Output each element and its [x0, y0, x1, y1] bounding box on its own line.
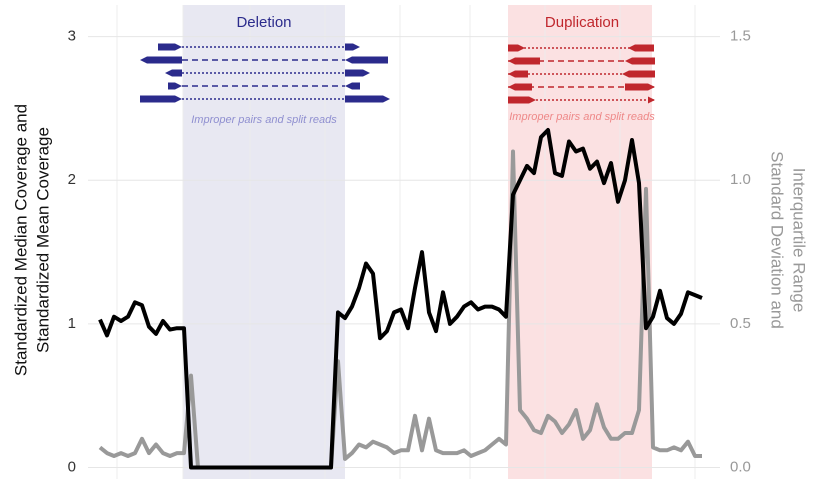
y2-tick-label: 1.0: [730, 171, 751, 188]
y2-axis-label: Standard Deviation and: [768, 151, 787, 329]
annotation: Duplication: [545, 14, 619, 31]
read-arrow: [345, 95, 390, 103]
y2-tick-label: 1.5: [730, 28, 751, 45]
read-arrow: [345, 56, 388, 64]
read-arrow: [625, 57, 655, 65]
y-tick-label: 3: [68, 28, 76, 45]
annotation: Improper pairs and split reads: [191, 114, 337, 126]
y-axis-label: Standardized Mean Coverage: [33, 127, 52, 353]
read-arrow: [345, 69, 370, 77]
annotation: Improper pairs and split reads: [509, 111, 655, 123]
y-axis-label: Standardized Median Coverage and: [11, 104, 30, 376]
read-arrow: [158, 43, 182, 51]
read-arrow: [140, 95, 182, 103]
y-tick-label: 0: [68, 458, 76, 475]
read-arrow: [628, 44, 654, 52]
y-tick-label: 1: [68, 315, 76, 332]
read-arrow: [622, 70, 655, 78]
read-arrow: [140, 56, 182, 64]
read-arrow: [345, 43, 360, 51]
annotation: Deletion: [236, 14, 291, 31]
read-arrow: [625, 83, 655, 91]
read-arrow: [345, 82, 360, 90]
read-arrow: [508, 83, 532, 91]
y-tick-label: 2: [68, 171, 76, 188]
deletion-region: [183, 5, 345, 479]
read-arrow: [165, 69, 182, 77]
read-arrow: [508, 96, 536, 104]
read-arrow: [168, 82, 182, 90]
y2-tick-label: 0.5: [730, 315, 751, 332]
read-arrow: [508, 57, 540, 65]
read-arrow: [508, 70, 528, 78]
read-diagrams: [140, 43, 655, 104]
read-arrow: [648, 96, 655, 104]
grid: [88, 5, 720, 479]
y2-tick-label: 0.0: [730, 458, 751, 475]
read-arrow: [508, 44, 525, 52]
y2-axis-label: Interquartile Range: [790, 168, 809, 313]
data-line: [98, 128, 703, 470]
